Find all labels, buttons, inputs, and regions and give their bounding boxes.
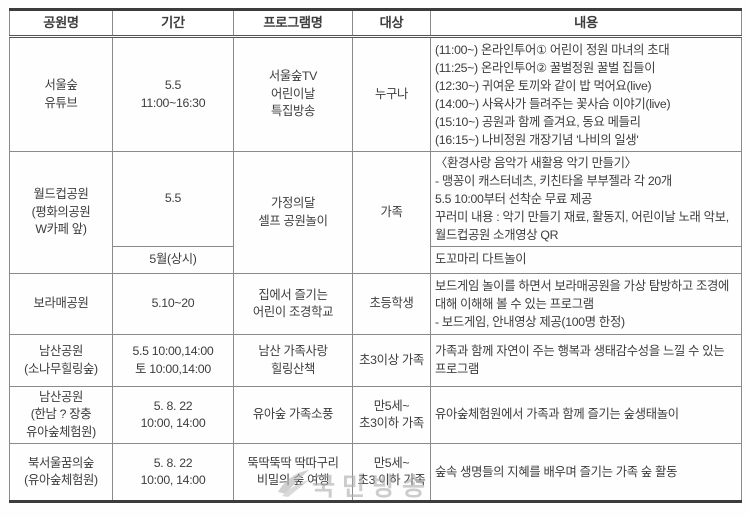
cell-line: 유튜브	[44, 95, 78, 110]
cell-program: 집에서 즐기는 어린이 조경학교	[233, 273, 353, 335]
cell-period: 5. 8. 22 10:00, 14:00	[112, 385, 234, 445]
cell-period: 5. 8. 22 10:00, 14:00	[112, 443, 234, 504]
cell-line: 가정의달	[270, 196, 316, 211]
cell-line: (16:15~) 나비정원 개장기념 '나비의 일생'	[435, 132, 639, 147]
cell-line: 만5세~	[373, 398, 410, 413]
cell-line: 〈환경사랑 음악가 새활용 악기 만들기〉	[435, 156, 637, 170]
row-namsan-pine: 남산공원 (소나무힐링숲) 5.5 10:00,14:00 토 10:00,14…	[9, 334, 742, 387]
cell-line: 보드게임 놀이를 하면서 보라매공원을 가상 탐방하고 조경에 대해 이해해 볼…	[435, 279, 730, 311]
cell-period: 5.5	[112, 151, 234, 247]
cell-park: 남산공원 (한남 ? 장충 유아숲체험원)	[9, 385, 113, 445]
cell-program: 서울숲TV 어린이날 특집방송	[233, 36, 353, 152]
cell-line: 힐링산책	[270, 361, 316, 376]
row-namsan-forest: 남산공원 (한남 ? 장충 유아숲체험원) 5. 8. 22 10:00, 14…	[9, 385, 742, 445]
header-cell-content: 내용	[430, 8, 742, 38]
cell-line: 초3이하 가족	[359, 416, 424, 431]
cell-line: 비밀의 숲 여행	[256, 473, 330, 488]
cell-park: 보라매공원	[9, 273, 113, 335]
cell-line: (11:00~) 온라인투어① 어린이 정원 마녀의 초대	[435, 42, 670, 57]
cell-line: 어린이날	[270, 86, 316, 101]
cell-line: 월드컵공원	[33, 187, 89, 202]
cell-content: 도꼬마리 다트놀이	[430, 246, 742, 274]
cell-program: 유아숲 가족소풍	[233, 385, 353, 445]
cell-line: 초3 이하 가족	[357, 473, 426, 488]
cell-line: (15:10~) 공원과 함께 즐겨요, 동요 메들리	[435, 114, 641, 129]
cell-line: 11:00~16:30	[140, 95, 206, 110]
header-row: 공원명 기간 프로그램명 대상 내용	[9, 8, 742, 38]
cell-line: 10:00, 14:00	[140, 416, 206, 431]
cell-line: 5.5 10:00,14:00	[132, 344, 214, 359]
cell-target: 누구나	[352, 36, 431, 152]
row-boramae-park: 보라매공원 5.10~20 집에서 즐기는 어린이 조경학교 초등학생 보드게임…	[9, 273, 742, 335]
cell-line: (소나무힐링숲)	[24, 361, 98, 376]
cell-park: 남산공원 (소나무힐링숲)	[9, 334, 113, 387]
cell-content: 유아숲체험원에서 가족과 함께 즐기는 숲생태놀이	[430, 385, 742, 445]
cell-line: 토 10:00,14:00	[135, 361, 211, 376]
cell-line: - 보드게임, 안내영상 제공(100명 한정)	[435, 315, 625, 329]
cell-line: 서울숲	[44, 78, 78, 93]
cell-content: 숲속 생명들의 지혜를 배우며 즐기는 가족 숲 활동	[430, 443, 742, 504]
cell-line: (12:30~) 귀여운 토끼와 같이 밥 먹어요(live)	[435, 78, 652, 93]
cell-line: 집에서 즐기는	[258, 287, 328, 302]
park-programs-table: 공원명 기간 프로그램명 대상 내용 서울숲 유튜브 5.5 11:00~16:…	[9, 8, 742, 504]
cell-program: 가정의달 셀프 공원놀이	[233, 151, 353, 274]
cell-period: 5.5 11:00~16:30	[112, 36, 234, 152]
cell-line: (한남 ? 장충	[30, 407, 92, 422]
header-cell-program: 프로그램명	[233, 8, 353, 38]
cell-line: 5. 8. 22	[153, 398, 193, 413]
cell-content: 가족과 함께 자연이 주는 행복과 생태감수성을 느낄 수 있는 프로그램	[430, 334, 742, 387]
header-cell-park: 공원명	[9, 8, 113, 38]
cell-content: (11:00~) 온라인투어① 어린이 정원 마녀의 초대 (11:25~) 온…	[430, 36, 742, 152]
cell-line: 5.5 10:00부터 선착순 무료 제공	[435, 192, 593, 206]
cell-line: 셀프 공원놀이	[258, 213, 328, 228]
cell-line: 5. 8. 22	[153, 455, 193, 470]
cell-program: 남산 가족사랑 힐링산책	[233, 334, 353, 387]
cell-period: 5.5 10:00,14:00 토 10:00,14:00	[112, 334, 234, 387]
cell-line: 특집방송	[270, 104, 316, 119]
cell-line: (유아숲체험원)	[24, 473, 98, 488]
cell-line: - 맹꽁이 캐스터네츠, 키친타올 부부젤라 각 20개	[435, 174, 672, 188]
cell-line: 만5세~	[373, 455, 410, 470]
cell-line: W카페 앞)	[35, 222, 87, 237]
cell-target: 만5세~ 초3 이하 가족	[352, 443, 431, 504]
header-cell-target: 대상	[352, 8, 431, 38]
cell-period: 5.10~20	[112, 273, 234, 335]
cell-target: 가족	[352, 151, 431, 274]
cell-line: 어린이 조경학교	[252, 305, 334, 319]
header-cell-period: 기간	[112, 8, 234, 38]
cell-line: 남산공원	[38, 390, 84, 404]
cell-line: (14:00~) 사육사가 들려주는 꽃사슴 이야기(live)	[435, 96, 671, 111]
cell-park: 서울숲 유튜브	[9, 36, 113, 152]
cell-target: 초3이상 가족	[352, 334, 431, 387]
row-seoul-forest: 서울숲 유튜브 5.5 11:00~16:30 서울숲TV 어린이날 특집방송 …	[9, 36, 742, 152]
cell-program: 뚝딱뚝딱 딱따구리 비밀의 숲 여행	[233, 443, 353, 504]
cell-line: 10:00, 14:00	[140, 473, 206, 488]
cell-line: (평화의공원	[31, 204, 91, 219]
cell-line: 남산 가족사랑	[258, 344, 328, 359]
cell-park: 월드컵공원 (평화의공원 W카페 앞)	[9, 151, 113, 274]
cell-content: 〈환경사랑 음악가 새활용 악기 만들기〉 - 맹꽁이 캐스터네츠, 키친타올 …	[430, 151, 742, 247]
row-worldcup-park-a: 월드컵공원 (평화의공원 W카페 앞) 5.5 가정의달 셀프 공원놀이 가족 …	[9, 151, 742, 274]
cell-line: 북서울꿈의숲	[27, 455, 95, 470]
cell-line: 5.5	[164, 78, 182, 93]
row-bukseoul-dream-forest: 북서울꿈의숲 (유아숲체험원) 5. 8. 22 10:00, 14:00 뚝딱…	[9, 443, 742, 504]
cell-park: 북서울꿈의숲 (유아숲체험원)	[9, 443, 113, 504]
cell-line: (11:25~) 온라인투어② 꿀벌정원 꿀벌 집들이	[435, 60, 656, 75]
cell-line: 서울숲TV	[268, 69, 318, 84]
row-worldcup-park-b: 5월(상시) 도꼬마리 다트놀이	[10, 246, 742, 274]
cell-line: 유아숲체험원)	[26, 424, 96, 439]
cell-line: 꾸러미 내용 : 악기 만들기 재료, 활동지, 어린이날 노래 악보, 월드컵…	[435, 210, 729, 242]
cell-line: 뚝딱뚝딱 딱따구리	[247, 455, 339, 470]
cell-line: 남산공원	[38, 344, 84, 359]
cell-target: 초등학생	[352, 273, 431, 335]
cell-content: 보드게임 놀이를 하면서 보라매공원을 가상 탐방하고 조경에 대해 이해해 볼…	[430, 273, 742, 335]
cell-period: 5월(상시)	[112, 246, 234, 274]
cell-target: 만5세~ 초3이하 가족	[352, 385, 431, 445]
